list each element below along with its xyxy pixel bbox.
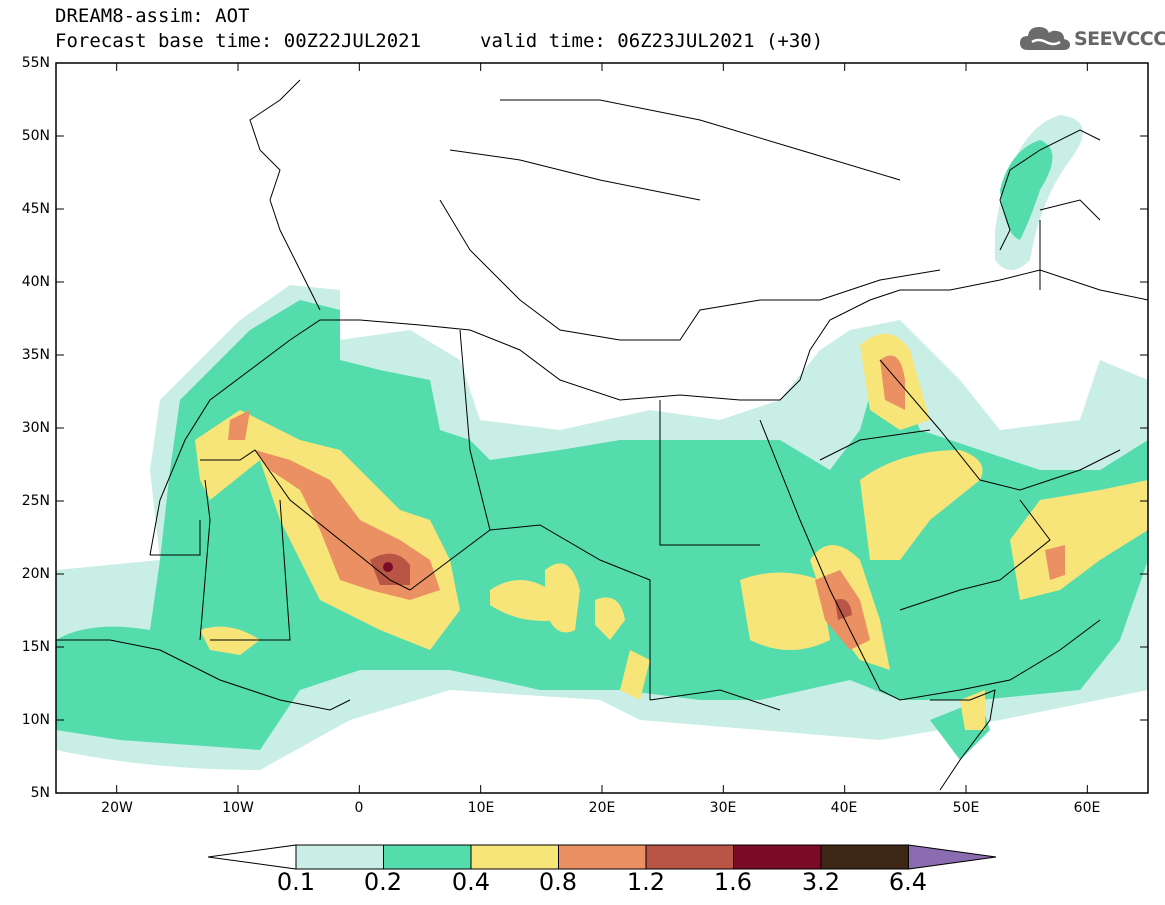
colorbar-label: 1.6 <box>713 868 753 896</box>
colorbar-label: 3.2 <box>801 868 841 896</box>
lat-label-30n: 30N <box>21 420 50 436</box>
colorbar-swatch <box>383 844 472 870</box>
colorbar-swatch <box>645 844 734 870</box>
lon-label-20e: 20E <box>588 800 616 816</box>
colorbar-swatch <box>820 844 909 870</box>
lat-label-50n: 50N <box>21 128 50 144</box>
country-borders <box>150 99 1101 711</box>
colorbar-label: 0.8 <box>538 868 578 896</box>
axis-ticks <box>56 62 1148 794</box>
colorbar-low-arrow <box>207 844 297 870</box>
lat-label-10n: 10N <box>21 712 50 728</box>
lon-label-20w: 20W <box>101 800 133 816</box>
colorbar-swatch <box>558 844 647 870</box>
lon-label-0: 0 <box>354 800 364 816</box>
lat-label-40n: 40N <box>21 274 50 290</box>
lat-label-15n: 15N <box>21 639 50 655</box>
colorbar-high-arrow <box>908 844 997 870</box>
lon-label-10w: 10W <box>222 800 254 816</box>
map-title: DREAM8-assim: AOT <box>55 5 250 27</box>
aot-field <box>56 79 1148 791</box>
lat-label-20n: 20N <box>21 566 50 582</box>
cloud-logo-icon <box>1020 27 1070 50</box>
lat-label-55n: 55N <box>21 55 50 71</box>
lon-label-50e: 50E <box>952 800 980 816</box>
colorbar-swatch <box>470 844 559 870</box>
forecast-base-time: Forecast base time: 00Z22JUL2021 <box>55 30 422 52</box>
colorbar-label: 0.4 <box>451 868 491 896</box>
lon-label-40e: 40E <box>830 800 858 816</box>
lat-label-35n: 35N <box>21 347 50 363</box>
colorbar-label: 0.2 <box>363 868 403 896</box>
colorbar-swatch <box>733 844 822 870</box>
colorbar-swatch <box>295 844 384 870</box>
colorbar-label: 1.2 <box>626 868 666 896</box>
colorbar-label: 0.1 <box>276 868 316 896</box>
lat-label-5n: 5N <box>30 785 50 801</box>
lon-label-10e: 10E <box>467 800 495 816</box>
colorbar <box>207 844 997 870</box>
colorbar-label: 6.4 <box>888 868 928 896</box>
coastlines <box>56 79 1148 791</box>
logo-text: SEEVCCC <box>1074 28 1165 50</box>
aot-level-1-6 <box>383 562 393 572</box>
lon-label-30e: 30E <box>709 800 737 816</box>
lon-label-60e: 60E <box>1073 800 1101 816</box>
lat-label-45n: 45N <box>21 201 50 217</box>
valid-time: valid time: 06Z23JUL2021 (+30) <box>480 30 824 52</box>
seevccc-logo: SEEVCCC <box>1018 20 1165 60</box>
lat-label-25n: 25N <box>21 493 50 509</box>
